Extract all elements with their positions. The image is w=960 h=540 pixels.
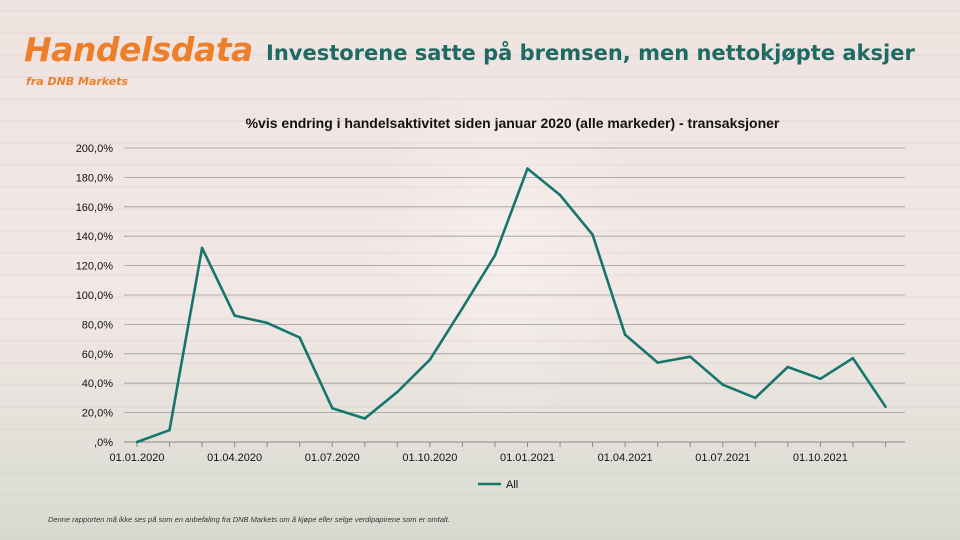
x-tick-label: 01.01.2020 bbox=[109, 452, 164, 464]
x-tick-label: 01.10.2020 bbox=[402, 452, 457, 464]
x-tick-label: 01.04.2020 bbox=[207, 452, 262, 464]
x-tick-label: 01.01.2021 bbox=[500, 452, 555, 464]
disclaimer: Denne rapporten må ikke ses på som en an… bbox=[48, 515, 450, 524]
y-tick-label: 140,0% bbox=[76, 231, 114, 243]
data-point bbox=[623, 333, 627, 336]
y-tick-label: ,0% bbox=[94, 437, 113, 449]
series-line-all bbox=[136, 167, 887, 444]
data-point bbox=[688, 355, 692, 359]
series-layer bbox=[135, 167, 887, 444]
chart-title: %vis endring i handelsaktivitet siden ja… bbox=[245, 115, 780, 131]
legend-label: All bbox=[506, 479, 518, 491]
y-tick-label: 60,0% bbox=[82, 349, 113, 361]
data-point bbox=[786, 365, 790, 369]
data-point bbox=[233, 314, 236, 317]
y-tick-label: 200,0% bbox=[76, 143, 114, 155]
y-tick-label: 180,0% bbox=[76, 172, 114, 184]
y-tick-label: 100,0% bbox=[76, 290, 114, 302]
y-axis: ,0% 20,0% 40,0% 60,0% 80,0% 100,0% 120,0% 140,0… bbox=[76, 143, 114, 449]
x-tick-label: 01.10.2021 bbox=[793, 452, 848, 464]
data-point bbox=[135, 440, 139, 444]
data-point bbox=[526, 167, 529, 170]
legend: All bbox=[478, 479, 518, 491]
x-tick-label: 01.04.2021 bbox=[598, 452, 653, 464]
data-point bbox=[884, 405, 887, 409]
data-point bbox=[819, 377, 822, 381]
data-point bbox=[461, 306, 464, 310]
data-point bbox=[168, 428, 171, 432]
data-point bbox=[753, 396, 757, 400]
data-point bbox=[200, 246, 204, 250]
data-point bbox=[721, 383, 725, 386]
data-point bbox=[298, 336, 302, 339]
y-tick-label: 80,0% bbox=[82, 319, 113, 331]
data-point bbox=[428, 358, 432, 361]
y-tick-label: 120,0% bbox=[76, 261, 114, 273]
y-tick-label: 40,0% bbox=[82, 378, 113, 390]
y-tick-label: 20,0% bbox=[82, 408, 113, 420]
x-tick-label: 01.07.2021 bbox=[695, 452, 750, 464]
data-point bbox=[363, 417, 367, 420]
background-ground bbox=[0, 310, 960, 540]
data-point bbox=[851, 356, 855, 360]
page-headline: Investorene satte på bremsen, men nettok… bbox=[266, 41, 915, 65]
data-point bbox=[656, 361, 659, 364]
y-tick-label: 160,0% bbox=[76, 202, 114, 214]
data-point bbox=[591, 233, 594, 237]
data-point bbox=[558, 193, 562, 197]
grid-lines bbox=[124, 147, 905, 414]
data-point bbox=[493, 254, 497, 257]
brand-subtitle: fra DNB Markets bbox=[26, 75, 128, 88]
data-point bbox=[265, 321, 269, 325]
data-point bbox=[396, 390, 399, 394]
data-point bbox=[330, 406, 334, 410]
x-tick-label: 01.07.2020 bbox=[305, 452, 360, 464]
x-axis: 01.01.2020 01.04.2020 01.07.2020 01.10.2020… bbox=[109, 441, 905, 464]
brand-logo: Handelsdata bbox=[24, 30, 253, 69]
